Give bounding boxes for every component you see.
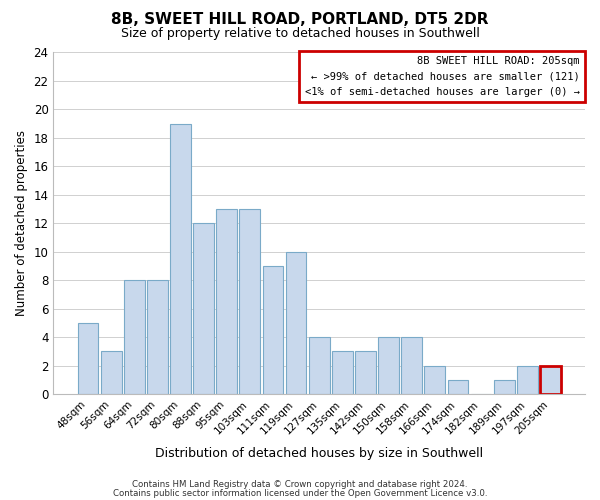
Bar	[378, 337, 399, 394]
Bar	[217, 209, 237, 394]
Text: 8B SWEET HILL ROAD: 205sqm
← >99% of detached houses are smaller (121)
<1% of se: 8B SWEET HILL ROAD: 205sqm ← >99% of det…	[305, 56, 580, 97]
Bar	[286, 252, 307, 394]
Bar	[147, 280, 168, 394]
Bar	[101, 352, 122, 394]
X-axis label: Distribution of detached houses by size in Southwell: Distribution of detached houses by size …	[155, 447, 483, 460]
Bar	[332, 352, 353, 394]
Bar	[355, 352, 376, 394]
Bar	[263, 266, 283, 394]
Bar	[170, 124, 191, 394]
Bar	[401, 337, 422, 394]
Bar	[239, 209, 260, 394]
Bar	[517, 366, 538, 394]
Text: Size of property relative to detached houses in Southwell: Size of property relative to detached ho…	[121, 28, 479, 40]
Bar	[494, 380, 515, 394]
Bar	[124, 280, 145, 394]
Bar	[77, 323, 98, 394]
Y-axis label: Number of detached properties: Number of detached properties	[15, 130, 28, 316]
Bar	[540, 366, 561, 394]
Text: Contains HM Land Registry data © Crown copyright and database right 2024.: Contains HM Land Registry data © Crown c…	[132, 480, 468, 489]
Text: Contains public sector information licensed under the Open Government Licence v3: Contains public sector information licen…	[113, 489, 487, 498]
Bar	[424, 366, 445, 394]
Text: 8B, SWEET HILL ROAD, PORTLAND, DT5 2DR: 8B, SWEET HILL ROAD, PORTLAND, DT5 2DR	[111, 12, 489, 28]
Bar	[309, 337, 329, 394]
Bar	[448, 380, 469, 394]
Bar	[193, 224, 214, 394]
